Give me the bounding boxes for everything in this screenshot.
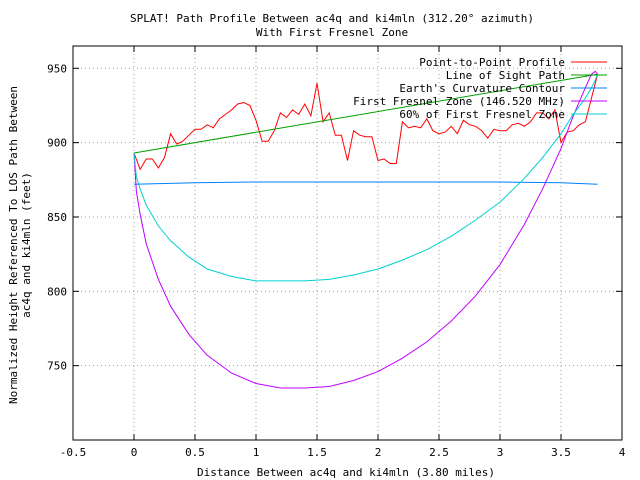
y-axis-label-line-1: Normalized Height Referenced To LOS Path… [7, 86, 20, 404]
legend-label-first-fresnel-zone-146-520-mhz: First Fresnel Zone (146.520 MHz) [353, 95, 565, 108]
y-tick-label: 750 [47, 360, 67, 373]
chart-title-line-2: With First Fresnel Zone [256, 26, 408, 39]
y-tick-label: 900 [47, 137, 67, 150]
x-tick-label: 1.5 [307, 446, 327, 459]
series-line-first-fresnel-zone-146-520-mhz [133, 70, 598, 389]
series-line-point-to-point-profile [133, 74, 599, 171]
x-tick-label: 0.5 [185, 446, 205, 459]
x-axis-label: Distance Between ac4q and ki4mln (3.80 m… [197, 466, 495, 479]
x-tick-label: 0 [131, 446, 138, 459]
data-series [133, 70, 599, 389]
x-tick-label: -0.5 [60, 446, 87, 459]
series-line-60-of-first-fresnel-zone [133, 74, 599, 282]
chart-title-line-1: SPLAT! Path Profile Between ac4q and ki4… [130, 12, 534, 25]
legend-label-line-of-sight-path: Line of Sight Path [446, 69, 565, 82]
grid-lines [73, 46, 622, 440]
y-axis-label-line-2: ac4q and ki4mln (feet) [20, 172, 33, 318]
x-tick-label: 3 [497, 446, 504, 459]
legend-label-earth-s-curvature-contour: Earth's Curvature Contour [399, 82, 565, 95]
y-tick-label: 950 [47, 62, 67, 75]
axis-ticks: -0.5 0 0.5 1 1.5 2 2.5 3 3.5 4 750 800 850 900 950 [47, 46, 626, 459]
y-tick-label: 800 [47, 285, 67, 298]
plot-frame [72, 45, 623, 441]
legend-label-point-to-point-profile: Point-to-Point Profile [419, 56, 565, 69]
series-line-line-of-sight-path [133, 73, 598, 154]
x-tick-label: 1 [253, 446, 260, 459]
x-tick-label: 3.5 [551, 446, 571, 459]
x-tick-label: 2.5 [429, 446, 449, 459]
series-line-earth-s-curvature-contour [133, 181, 598, 185]
y-tick-label: 850 [47, 211, 67, 224]
legend-label-60-of-first-fresnel-zone: 60% of First Fresnel Zone [399, 108, 565, 121]
x-tick-label: 2 [375, 446, 382, 459]
x-tick-label: 4 [619, 446, 626, 459]
